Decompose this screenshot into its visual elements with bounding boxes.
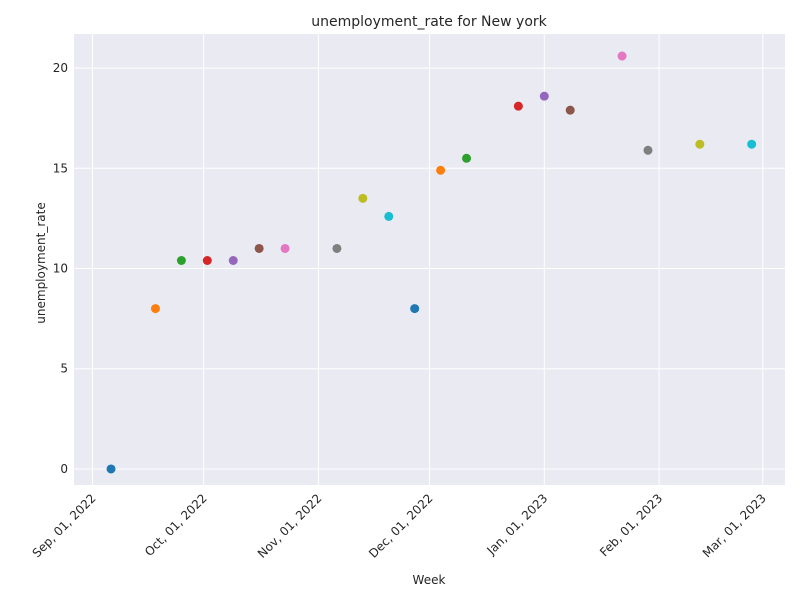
data-point [228, 256, 238, 266]
data-point [695, 139, 705, 149]
x-axis-label: Week [413, 573, 446, 587]
data-point [643, 145, 653, 155]
data-point [617, 51, 627, 61]
data-point [462, 153, 472, 163]
data-point [150, 304, 160, 314]
chart-title: unemployment_rate for New york [311, 14, 547, 30]
x-axis-ticks: Sep, 01, 2022 Oct, 01, 2022 Nov, 01, 2022 D… [30, 491, 769, 561]
data-point [280, 243, 290, 253]
data-point [436, 165, 446, 175]
data-point [254, 243, 264, 253]
data-point [539, 91, 549, 101]
y-tick-label: 5 [60, 362, 68, 376]
y-tick-label: 15 [53, 161, 68, 175]
data-point [747, 139, 757, 149]
y-tick-label: 0 [60, 462, 68, 476]
y-axis-label: unemployment_rate [34, 202, 48, 323]
y-axis-ticks: 0 5 10 15 20 [53, 61, 68, 476]
data-point [106, 464, 116, 474]
data-point [384, 211, 394, 221]
data-point [410, 304, 420, 314]
data-point [332, 243, 342, 253]
x-tick-label: Jan, 01, 2023 [484, 491, 551, 558]
data-point [202, 256, 212, 266]
x-tick-label: Oct, 01, 2022 [142, 491, 210, 559]
x-tick-label: Sep, 01, 2022 [30, 491, 99, 560]
data-point [358, 193, 368, 203]
data-point [176, 256, 186, 266]
data-point [565, 105, 575, 115]
x-tick-label: Mar, 01, 2023 [700, 491, 769, 560]
data-point [513, 101, 523, 111]
x-tick-label: Dec, 01, 2022 [366, 491, 436, 561]
x-tick-label: Feb, 01, 2023 [597, 491, 665, 559]
y-tick-label: 20 [53, 61, 68, 75]
x-tick-label: Nov, 01, 2022 [255, 491, 325, 561]
data-points [106, 51, 757, 474]
y-tick-label: 10 [53, 262, 68, 276]
